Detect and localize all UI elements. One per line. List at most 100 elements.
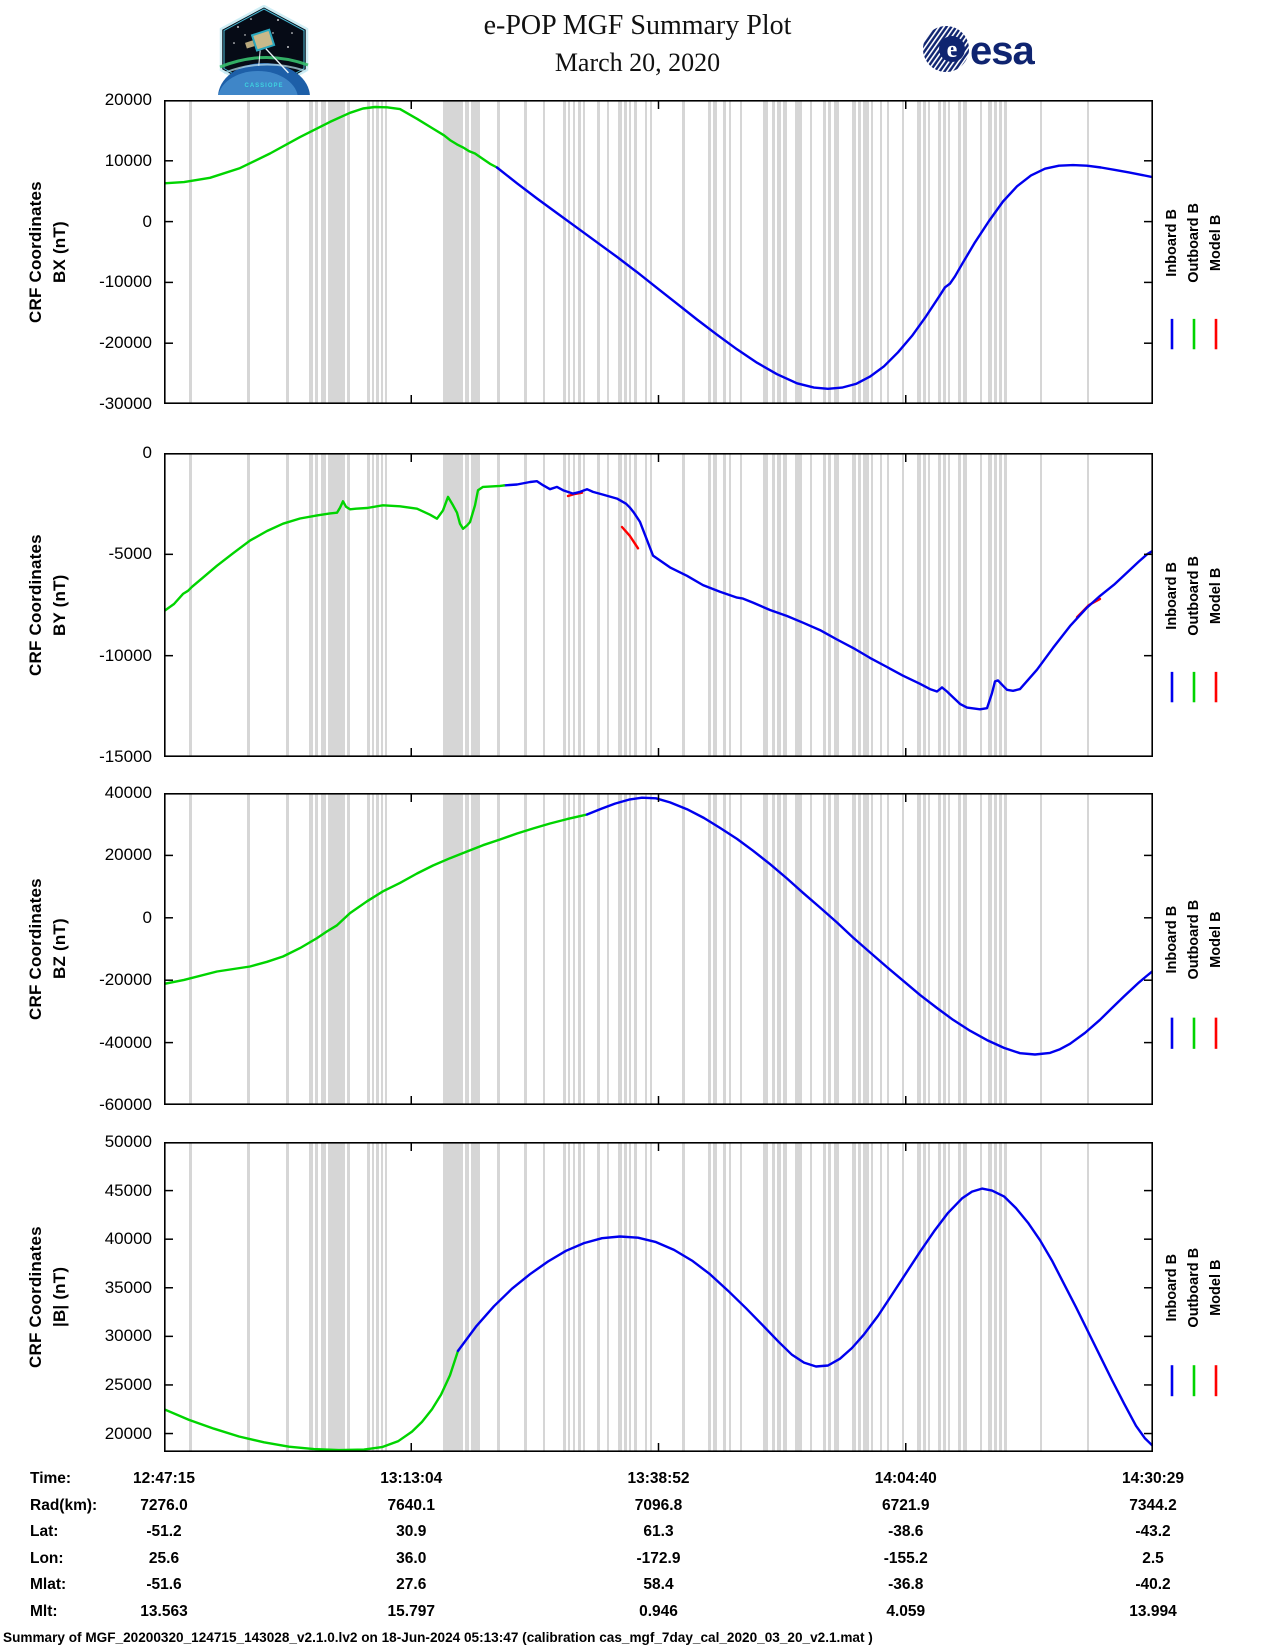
y-tick-label: 0	[142, 211, 152, 231]
y-axis-title-line2: BY (nT)	[49, 574, 69, 636]
y-tick-label: 10000	[104, 150, 152, 170]
table-cell: 58.4	[643, 1576, 674, 1593]
page-title: e-POP MGF Summary Plot	[483, 10, 792, 41]
y-tick-label: 20000	[104, 1423, 152, 1443]
table-cell: 0.946	[639, 1602, 678, 1620]
legend-label-outboard-b: Outboard B	[1186, 1248, 1202, 1328]
table-cell: 36.0	[396, 1549, 427, 1567]
series-inboard-b	[502, 480, 1153, 711]
y-tick-label: 30000	[104, 1326, 152, 1346]
series-outboard-b	[164, 105, 499, 185]
y-axis-title-line2: BZ (nT)	[49, 918, 69, 980]
summary-footer: Summary of MGF_20200320_124715_143028_v2…	[3, 1630, 873, 1645]
table-cell: 30.9	[396, 1523, 427, 1540]
table-row-label: Rad(km):	[30, 1496, 98, 1514]
legend-bx: Inboard B Outboard B Model B	[1164, 203, 1224, 350]
y-tick-label: -5000	[108, 544, 152, 564]
table-cell: 61.3	[643, 1523, 674, 1540]
table-cell: -43.2	[1135, 1523, 1171, 1540]
title-block: e-POP MGF Summary Plot March 20, 2020	[0, 10, 1275, 78]
table-cell: 13:13:04	[380, 1470, 443, 1487]
table-cell: -155.2	[883, 1549, 928, 1567]
y-axis-title-line1: CRF Coordinates	[26, 1226, 45, 1368]
y-tick-label: 20000	[104, 90, 152, 109]
y-tick-label: -20000	[99, 333, 152, 353]
table-cell: 14:30:29	[1121, 1470, 1185, 1487]
table-cell: -36.8	[888, 1576, 924, 1593]
table-cell: 14:04:40	[874, 1470, 937, 1487]
y-tick-label: 20000	[104, 845, 152, 865]
table-cell: 13:38:52	[627, 1470, 690, 1487]
plot-bmag	[164, 1142, 1153, 1452]
y-tick-label: 40000	[104, 1229, 152, 1249]
y-axis-title-line1: CRF Coordinates	[26, 534, 45, 676]
legend-label-model-b: Model B	[1208, 568, 1224, 624]
page-date: March 20, 2020	[554, 48, 721, 77]
table-cell: 15.797	[387, 1602, 435, 1620]
table-cell: 13.994	[1129, 1602, 1177, 1620]
table-cell: 7096.8	[634, 1496, 683, 1514]
table-cell: 7344.2	[1129, 1496, 1177, 1514]
series-outboard-b	[164, 1349, 460, 1452]
legend-label-model-b: Model B	[1208, 215, 1224, 271]
table-row-label: Time:	[30, 1470, 72, 1487]
table-cell: -51.2	[146, 1523, 182, 1540]
y-tick-label: -10000	[99, 272, 152, 292]
table-cell: 4.059	[886, 1602, 926, 1620]
series-model-b	[620, 525, 640, 550]
plot-bz	[164, 793, 1153, 1105]
table-cell: 12:47:15	[132, 1470, 196, 1487]
y-axis-title-bx: CRF Coordinates BX (nT)	[24, 100, 76, 404]
legend-label-inboard-b: Inboard B	[1164, 906, 1180, 974]
y-axis-title-line1: CRF Coordinates	[26, 878, 45, 1020]
table-cell: 2.5	[1142, 1549, 1164, 1567]
table-cell: 7276.0	[140, 1496, 188, 1514]
y-tick-label: -30000	[99, 394, 152, 413]
series-inboard-b	[585, 796, 1153, 1056]
series-outboard-b	[164, 484, 506, 613]
table-row-label: Lat:	[30, 1523, 59, 1540]
cassiope-patch-logo: CASSIOPE	[218, 5, 310, 95]
table-cell: -38.6	[888, 1523, 924, 1540]
table-row-label: Mlat:	[30, 1576, 67, 1593]
y-tick-label: -15000	[99, 747, 152, 766]
legend-label-inboard-b: Inboard B	[1164, 562, 1180, 630]
plot-by	[164, 453, 1153, 757]
y-axis-title-line2: BX (nT)	[49, 221, 69, 283]
legend-bz: Inboard B Outboard B Model B	[1164, 900, 1224, 1049]
y-tick-label: 25000	[104, 1374, 152, 1394]
legend-label-model-b: Model B	[1208, 1260, 1224, 1316]
y-tick-label: 40000	[104, 783, 152, 802]
y-tick-label: 0	[142, 907, 152, 927]
legend-label-outboard-b: Outboard B	[1186, 556, 1202, 636]
table-row-label: Lon:	[30, 1549, 64, 1567]
table-cell: 27.6	[396, 1576, 427, 1593]
table-row-label: Mlt:	[30, 1602, 58, 1620]
legend-label-inboard-b: Inboard B	[1164, 1254, 1180, 1322]
table-cell: -172.9	[636, 1549, 681, 1567]
legend-by: Inboard B Outboard B Model B	[1164, 556, 1224, 703]
y-tick-label: -20000	[99, 970, 152, 990]
table-cell: 25.6	[148, 1549, 180, 1567]
svg-text:e: e	[947, 37, 958, 63]
cassiope-label: CASSIOPE	[244, 83, 283, 89]
table-cell: 7640.1	[387, 1496, 435, 1514]
y-tick-label: 45000	[104, 1180, 152, 1200]
legend-label-outboard-b: Outboard B	[1186, 900, 1202, 980]
y-tick-label: -60000	[99, 1095, 152, 1114]
table-cell: 13.563	[140, 1602, 188, 1620]
y-axis-title-bz: CRF Coordinates BZ (nT)	[24, 793, 76, 1105]
y-tick-label: 35000	[104, 1277, 152, 1297]
y-tick-label: -10000	[99, 645, 152, 665]
y-axis-title-by: CRF Coordinates BY (nT)	[24, 453, 76, 757]
series-outboard-b	[164, 813, 589, 986]
y-axis-title-line1: CRF Coordinates	[26, 181, 45, 323]
legend-label-model-b: Model B	[1208, 911, 1224, 967]
series-inboard-b	[456, 1187, 1153, 1448]
y-tick-label: -40000	[99, 1032, 152, 1052]
y-tick-label: 0	[142, 443, 152, 462]
table-cell: -40.2	[1135, 1576, 1171, 1593]
plot-bx	[164, 100, 1153, 404]
table-cell: 6721.9	[882, 1496, 930, 1514]
